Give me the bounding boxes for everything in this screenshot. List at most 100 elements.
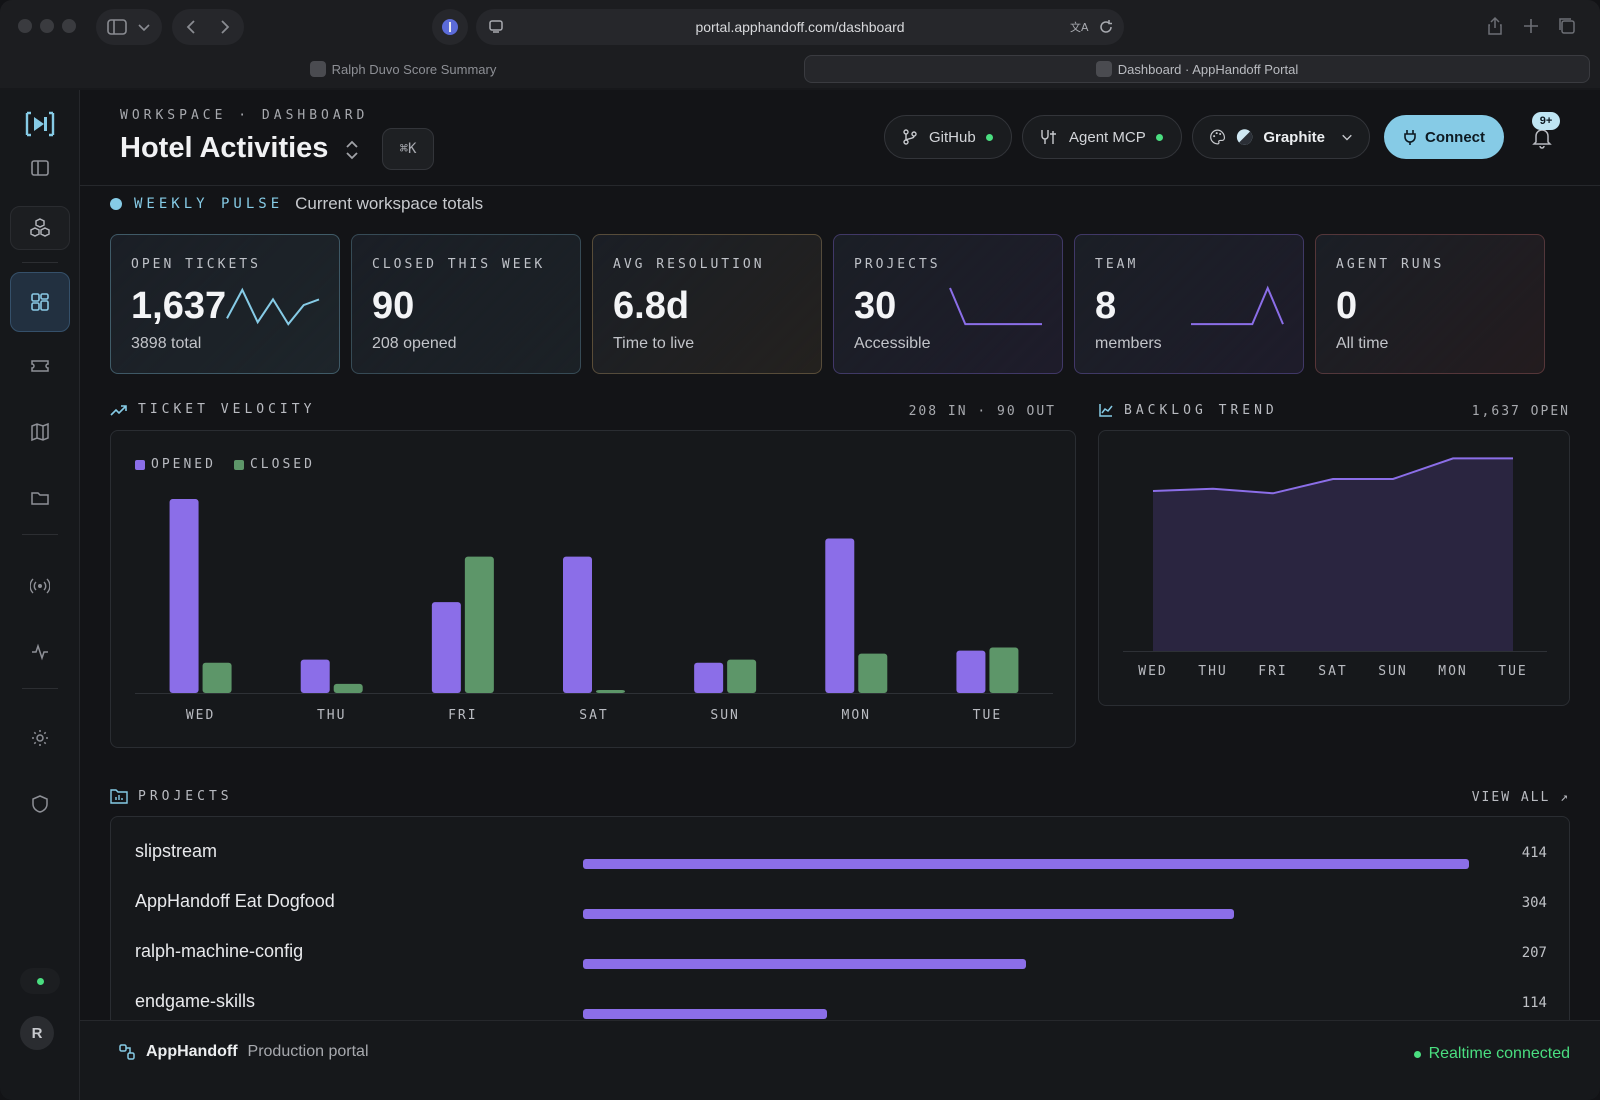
- browser-tab-strip: Ralph Duvo Score Summary Dashboard · App…: [0, 52, 1600, 88]
- workspace-switcher-button[interactable]: [10, 206, 70, 250]
- pulse-eyebrow: WEEKLY PULSE: [134, 196, 284, 212]
- project-bar-track: [583, 909, 1469, 919]
- x-tick-label: FRI: [448, 708, 477, 723]
- project-bar: [583, 1009, 827, 1019]
- project-bar: [583, 859, 1469, 869]
- url-text: portal.apphandoff.com/dashboard: [695, 19, 905, 35]
- page-header: WORKSPACE · DASHBOARD Hotel Activities ⌘…: [80, 90, 1600, 186]
- sidebar-toggle-button[interactable]: [96, 9, 162, 45]
- connect-button[interactable]: Connect: [1384, 115, 1504, 159]
- sparkline: [1191, 285, 1284, 326]
- github-integration-button[interactable]: GitHub: [884, 115, 1012, 159]
- github-status-dot: [985, 133, 993, 141]
- legend-opened-label: OPENED: [151, 457, 216, 472]
- notifications-button[interactable]: [1524, 120, 1560, 156]
- maximize-window-button[interactable]: [62, 19, 76, 33]
- nav-dashboard[interactable]: [10, 272, 70, 332]
- command-palette-button[interactable]: ⌘K: [382, 128, 434, 170]
- minimize-window-button[interactable]: [40, 19, 54, 33]
- bell-icon: [1532, 129, 1552, 149]
- project-name: endgame-skills: [135, 991, 256, 1011]
- nav-settings[interactable]: [20, 718, 60, 758]
- nav-roadmap[interactable]: [20, 412, 60, 452]
- legend-opened-swatch: [135, 459, 145, 470]
- nav-broadcast[interactable]: [20, 566, 60, 606]
- nav-security[interactable]: [20, 784, 60, 824]
- x-tick-label: TUE: [1498, 664, 1527, 679]
- plug-icon: [1404, 130, 1416, 145]
- site-info-icon: [489, 20, 503, 33]
- avatar[interactable]: R: [20, 1016, 54, 1050]
- new-tab-icon[interactable]: [1522, 17, 1540, 40]
- trending-up-icon: [110, 404, 127, 416]
- bar-closed-mon: [858, 653, 888, 693]
- backlog-area: [1153, 458, 1513, 651]
- footer-brand: AppHandoff: [146, 1043, 238, 1060]
- project-row[interactable]: ralph-machine-config 207: [111, 931, 1569, 971]
- bar-closed-sun: [727, 659, 757, 693]
- connect-label: Connect: [1425, 128, 1485, 146]
- agent-mcp-label: Agent MCP: [1069, 128, 1146, 146]
- sparkline: [226, 287, 320, 326]
- view-all-projects-link[interactable]: VIEW ALL ↗: [1471, 790, 1570, 805]
- nav-activity[interactable]: [20, 632, 60, 672]
- stat-label: CLOSED THIS WEEK: [372, 257, 546, 272]
- app-logo-icon[interactable]: [24, 110, 56, 143]
- stat-card: OPEN TICKETS 1,637 3898 total: [110, 234, 340, 374]
- line-chart-icon: [1099, 404, 1113, 417]
- realtime-status-dot: [1413, 1050, 1421, 1058]
- map-icon: [31, 422, 49, 442]
- tab-overview-icon[interactable]: [1558, 17, 1576, 40]
- handoff-logo-icon: [119, 1044, 135, 1060]
- password-manager-icon: [442, 19, 458, 35]
- velocity-bar-chart: WED THU FRI SAT SUN MON TUE: [135, 499, 1053, 723]
- bar-opened-tue: [956, 650, 986, 693]
- browser-tab-dashboard[interactable]: Dashboard · AppHandoff Portal: [804, 55, 1590, 83]
- git-branch-icon: [903, 129, 917, 145]
- velocity-title: TICKET VELOCITY: [138, 402, 316, 417]
- nav-projects[interactable]: [20, 478, 60, 518]
- bar-opened-sun: [694, 662, 724, 693]
- forward-icon[interactable]: [218, 19, 232, 35]
- address-bar[interactable]: portal.apphandoff.com/dashboard 文A: [476, 9, 1124, 45]
- translate-icon[interactable]: 文A: [1070, 19, 1090, 35]
- folder-icon: [31, 492, 49, 505]
- bar-closed-thu: [333, 683, 363, 693]
- agent-mcp-integration-button[interactable]: Agent MCP: [1022, 115, 1182, 159]
- nav-tickets[interactable]: [20, 346, 60, 386]
- project-bar-track: [583, 859, 1469, 869]
- reload-icon[interactable]: [1098, 19, 1114, 35]
- tab-favicon-icon: [1095, 61, 1112, 77]
- project-row[interactable]: endgame-skills 114: [111, 981, 1569, 1021]
- stat-sub: members: [1095, 335, 1162, 352]
- stat-label: OPEN TICKETS: [131, 257, 261, 272]
- footer-brand-group: AppHandoff Production portal: [118, 1043, 369, 1061]
- stat-card: TEAM 8 members: [1074, 234, 1304, 374]
- legend-closed: CLOSED: [233, 457, 315, 472]
- projects-panel: slipstream 414 AppHandoff Eat Dogfood 304 ra…: [110, 816, 1570, 1050]
- bar-closed-sat: [596, 689, 625, 693]
- tab-favicon-icon: [309, 61, 326, 77]
- project-bar-track: [583, 1009, 1469, 1019]
- password-manager-button[interactable]: [432, 9, 468, 45]
- browser-tab-score-summary[interactable]: Ralph Duvo Score Summary: [8, 55, 798, 83]
- workspace-select-button[interactable]: [338, 134, 366, 166]
- palette-icon: [1210, 129, 1226, 145]
- theme-swatch-icon: [1237, 129, 1253, 145]
- theme-label: Graphite: [1263, 128, 1325, 146]
- project-row[interactable]: AppHandoff Eat Dogfood 304: [111, 881, 1569, 921]
- back-icon[interactable]: [184, 19, 198, 35]
- bar-opened-fri: [431, 602, 461, 693]
- github-label: GitHub: [929, 128, 976, 146]
- project-row[interactable]: slipstream 414: [111, 831, 1569, 871]
- close-window-button[interactable]: [18, 19, 32, 33]
- legend-opened: OPENED: [135, 457, 216, 472]
- theme-select[interactable]: Graphite: [1192, 115, 1370, 159]
- collapse-sidebar-button[interactable]: [20, 148, 60, 188]
- project-bar: [583, 959, 1026, 969]
- dashboard-content: WEEKLY PULSE Current workspace totals OP…: [80, 186, 1600, 1050]
- share-icon[interactable]: [1486, 16, 1504, 41]
- browser-tab-label: Dashboard · AppHandoff Portal: [1117, 61, 1299, 77]
- sparkline-path: [1191, 285, 1284, 326]
